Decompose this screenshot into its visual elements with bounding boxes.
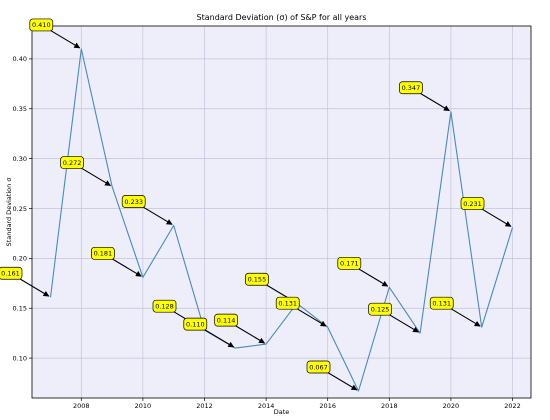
annotation-box <box>306 360 331 374</box>
annotation: 0.181 <box>91 246 142 277</box>
annotation-box <box>368 302 392 316</box>
y-tick-label: 0.15 <box>13 305 27 313</box>
annotation-box <box>121 195 146 208</box>
annotation: 0.171 <box>337 256 389 287</box>
data-label: 0.181 <box>94 250 113 258</box>
annotation-box <box>460 197 485 210</box>
annotation-box <box>245 272 269 286</box>
y-tick-label: 0.20 <box>13 255 27 263</box>
chart-title: Standard Deviation (σ) of S&P for all ye… <box>197 13 367 22</box>
data-label: 0.131 <box>278 299 297 307</box>
data-label: 0.110 <box>186 320 205 328</box>
data-label: 0.231 <box>463 200 482 208</box>
series-line <box>49 48 514 392</box>
annotation-box <box>214 313 238 327</box>
y-tick-label: 0.40 <box>13 55 27 63</box>
annotations: 0.161 0.410 0.272 0.181 0.233 0.128 0.110 0.114… <box>0 18 512 391</box>
annotation: 0.125 <box>368 302 420 333</box>
annotation: 0.114 <box>214 313 266 344</box>
data-label: 0.347 <box>402 84 421 92</box>
plot-frame <box>31 25 532 399</box>
data-label: 0.410 <box>32 21 51 29</box>
data-label: 0.233 <box>124 198 143 206</box>
annotation-box <box>152 299 177 313</box>
annotation: 0.067 <box>306 360 358 391</box>
annotation-box <box>29 18 54 32</box>
x-tick-label: 2008 <box>73 402 90 410</box>
data-label: 0.272 <box>63 159 82 167</box>
annotation: 0.131 <box>275 296 327 327</box>
plot-area <box>32 26 531 398</box>
x-tick-label: 2018 <box>381 402 398 410</box>
series <box>49 48 514 392</box>
annotation: 0.410 <box>29 18 81 49</box>
x-tick-label: 2022 <box>504 402 521 410</box>
y-tick-label: 0.25 <box>13 205 27 213</box>
y-tick-label: 0.30 <box>13 155 27 163</box>
annotation: 0.131 <box>429 296 481 327</box>
x-tick-label: 2014 <box>258 402 275 410</box>
x-axis-label: Date <box>274 408 290 416</box>
annotation-box <box>399 81 423 95</box>
annotation-box <box>0 266 23 280</box>
axis-ticks: 2008 2010 2012 2014 2016 2018 2020 2022 0.10 0.15… <box>13 55 521 410</box>
data-label: 0.161 <box>1 270 20 278</box>
data-label: 0.067 <box>309 363 328 371</box>
data-label: 0.128 <box>155 302 174 310</box>
y-tick-label: 0.35 <box>13 105 27 113</box>
data-label: 0.114 <box>217 316 236 324</box>
data-label: 0.125 <box>371 305 390 313</box>
annotation-box <box>183 317 208 331</box>
data-label: 0.155 <box>248 276 267 284</box>
annotation-box <box>60 156 84 169</box>
x-tick-label: 2020 <box>443 402 460 410</box>
annotation: 0.233 <box>121 195 173 225</box>
x-tick-label: 2012 <box>196 402 213 410</box>
data-label: 0.131 <box>432 299 451 307</box>
y-axis-label: Standard Deviation σ <box>5 178 13 247</box>
annotation: 0.110 <box>183 317 235 348</box>
annotation: 0.161 <box>0 266 50 297</box>
annotation: 0.347 <box>399 81 450 112</box>
annotation: 0.231 <box>460 197 512 227</box>
x-tick-label: 2010 <box>135 402 152 410</box>
annotation-box <box>275 296 300 310</box>
annotation-box <box>429 296 454 310</box>
y-tick-label: 0.10 <box>13 354 27 362</box>
x-tick-label: 2016 <box>319 402 336 410</box>
annotation-box <box>91 246 115 260</box>
data-label: 0.171 <box>340 260 359 268</box>
annotation-box <box>337 256 362 270</box>
annotation: 0.272 <box>60 156 112 187</box>
